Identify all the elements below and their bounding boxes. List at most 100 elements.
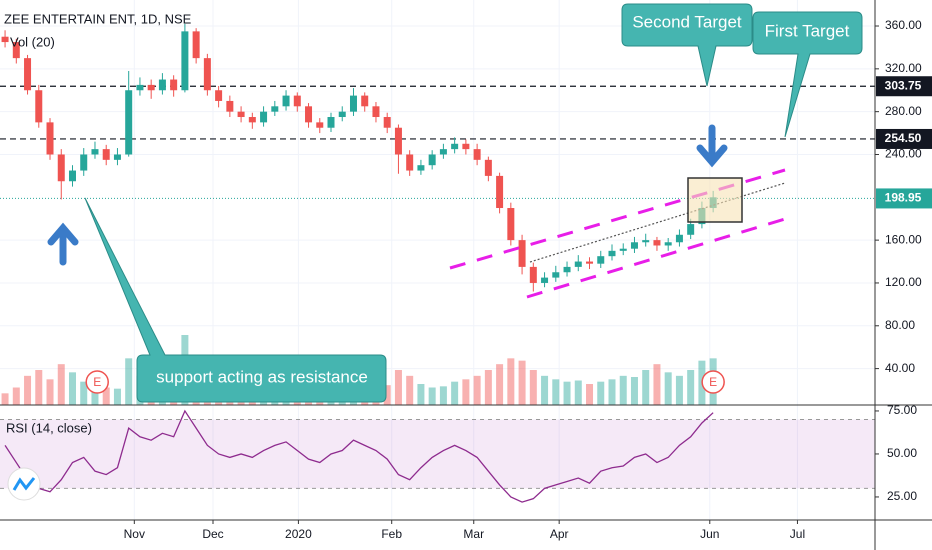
candle-body bbox=[462, 143, 470, 150]
event-marker bbox=[85, 370, 109, 394]
candle-body bbox=[608, 250, 616, 257]
volume-bar bbox=[507, 358, 515, 405]
candle-body bbox=[46, 122, 54, 155]
volume-bar bbox=[57, 364, 65, 405]
candle-body bbox=[248, 117, 256, 123]
candle-body bbox=[473, 149, 481, 160]
candle-body bbox=[630, 242, 638, 249]
candle-body bbox=[642, 240, 650, 243]
volume-bar bbox=[518, 360, 526, 405]
candle-body bbox=[113, 154, 121, 160]
x-tick-label: 2020 bbox=[285, 527, 312, 541]
callout-text: support acting as resistance bbox=[156, 367, 368, 386]
candle-body bbox=[417, 165, 425, 171]
candle-body bbox=[35, 90, 43, 123]
level-label: 198.95 bbox=[885, 191, 922, 205]
candle-body bbox=[439, 149, 447, 155]
volume-bar bbox=[428, 387, 436, 405]
callout-second-target bbox=[621, 3, 753, 87]
volume-bar bbox=[552, 379, 560, 405]
volume-bar bbox=[608, 379, 616, 405]
candle-body bbox=[125, 90, 133, 155]
candle-body bbox=[406, 154, 414, 171]
candle-body bbox=[361, 95, 369, 107]
candle-body bbox=[574, 261, 582, 267]
rsi-label: RSI (14, close) bbox=[6, 420, 92, 435]
level-label-bg bbox=[876, 128, 932, 149]
candle-body bbox=[282, 95, 290, 107]
candle-body bbox=[653, 240, 661, 246]
candle-body bbox=[529, 266, 537, 283]
candle-body bbox=[664, 242, 672, 246]
volume-bar bbox=[597, 381, 605, 405]
drawings: Second Target First Target support actin… bbox=[47, 3, 863, 403]
candle-body bbox=[24, 58, 32, 91]
channel-lower bbox=[526, 214, 796, 299]
volume-bar bbox=[630, 377, 638, 405]
candle-body bbox=[260, 111, 268, 123]
y-tick-label: 360.00 bbox=[885, 18, 922, 32]
callout-text: Second Target bbox=[632, 12, 742, 31]
candle-body bbox=[57, 154, 65, 182]
volume-bar bbox=[642, 370, 650, 405]
volume-bar bbox=[439, 386, 447, 405]
event-marker bbox=[701, 370, 725, 394]
volume-bar bbox=[24, 375, 32, 405]
chart-title: ZEE ENTERTAIN ENT, 1D, NSE bbox=[4, 11, 192, 26]
candle-body bbox=[237, 111, 245, 118]
candle-body bbox=[383, 117, 391, 128]
volume-bar bbox=[383, 385, 391, 405]
arrow-up bbox=[47, 222, 79, 266]
grid bbox=[0, 0, 875, 520]
y-tick-label: 240.00 bbox=[885, 147, 922, 161]
candle-body bbox=[305, 106, 313, 123]
volume-bar bbox=[91, 384, 99, 405]
event-label: E bbox=[709, 375, 717, 389]
volume-bar bbox=[619, 375, 627, 405]
y-tick-label: 120.00 bbox=[885, 275, 922, 289]
volume-bar bbox=[574, 380, 582, 405]
y-tick-label: 80.00 bbox=[885, 318, 915, 332]
level-label-bg bbox=[876, 76, 932, 97]
candle-body bbox=[181, 31, 189, 91]
candle-body bbox=[451, 143, 459, 150]
x-tick-label: Dec bbox=[202, 527, 223, 541]
x-tick-label: Jun bbox=[700, 527, 719, 541]
arrow-down bbox=[696, 124, 728, 168]
event-label: E bbox=[93, 375, 101, 389]
volume-bar bbox=[417, 384, 425, 405]
candle-body bbox=[552, 272, 560, 278]
volume-bar bbox=[12, 387, 20, 405]
x-tick-label: Jul bbox=[790, 527, 805, 541]
rsi-tick-label: 50.00 bbox=[887, 446, 917, 460]
highlight-box bbox=[687, 177, 743, 223]
callout-support bbox=[84, 197, 387, 403]
axes: 40.00 80.00 120.00 160.00 240.00 280.00 320.00… bbox=[124, 18, 932, 541]
candle-body bbox=[518, 240, 526, 267]
candle-body bbox=[1, 36, 9, 43]
candle-body bbox=[675, 234, 683, 243]
candle-body bbox=[327, 117, 335, 128]
candle-body bbox=[541, 277, 549, 283]
volume-bar bbox=[529, 370, 537, 405]
candle-body bbox=[394, 127, 402, 155]
candle-body bbox=[619, 248, 627, 251]
candle-body bbox=[316, 122, 324, 128]
volume-bar bbox=[68, 372, 76, 405]
candle-body bbox=[338, 111, 346, 118]
y-tick-label: 40.00 bbox=[885, 361, 915, 375]
volume-bar bbox=[35, 370, 43, 405]
level-label-bg bbox=[876, 188, 932, 209]
volume-bar bbox=[406, 375, 414, 405]
volume-bar bbox=[394, 370, 402, 405]
rsi-tick-label: 25.00 bbox=[887, 489, 917, 503]
level-label: 303.75 bbox=[885, 78, 922, 92]
x-tick-label: Nov bbox=[124, 527, 145, 541]
candle-body bbox=[215, 90, 223, 101]
candle-body bbox=[293, 95, 301, 107]
volume-bar bbox=[687, 370, 695, 405]
volume-bar bbox=[496, 364, 504, 405]
volume-bar bbox=[586, 384, 594, 405]
x-tick-label: Feb bbox=[381, 527, 402, 541]
